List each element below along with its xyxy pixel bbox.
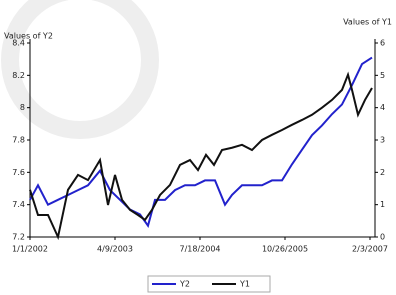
x-tick-label: 10/26/2005 (262, 245, 308, 254)
x-tick-label: 4/9/2003 (97, 245, 133, 254)
x-tick-label: 2/3/2007 (352, 245, 388, 254)
y-tick-label: 7.6 (12, 168, 25, 177)
y2-tick-label: 0 (380, 233, 385, 242)
y2-tick-label: 5 (380, 71, 385, 80)
x-tick-label: 1/1/2002 (12, 245, 48, 254)
y-tick-label: 8.2 (12, 71, 25, 80)
y-tick-label: 8 (20, 103, 25, 112)
chart: Values of Y2 Values of Y1 7.27.47.67.888… (0, 0, 396, 295)
y2-axis-title: Values of Y1 (343, 18, 392, 27)
y2-tick-label: 4 (380, 103, 385, 112)
y2-tick-label: 3 (380, 136, 385, 145)
y2-tick-label: 1 (380, 200, 385, 209)
legend-label: Y2 (179, 280, 190, 289)
y-tick-label: 7.4 (12, 200, 25, 209)
legend-label: Y1 (239, 280, 250, 289)
y-tick-label: 7.2 (12, 233, 25, 242)
y2-tick-label: 6 (380, 39, 385, 48)
x-tick-label: 7/18/2004 (179, 245, 220, 254)
y-tick-label: 7.8 (12, 136, 25, 145)
y-tick-label: 8.4 (12, 39, 25, 48)
y2-tick-label: 2 (380, 168, 385, 177)
